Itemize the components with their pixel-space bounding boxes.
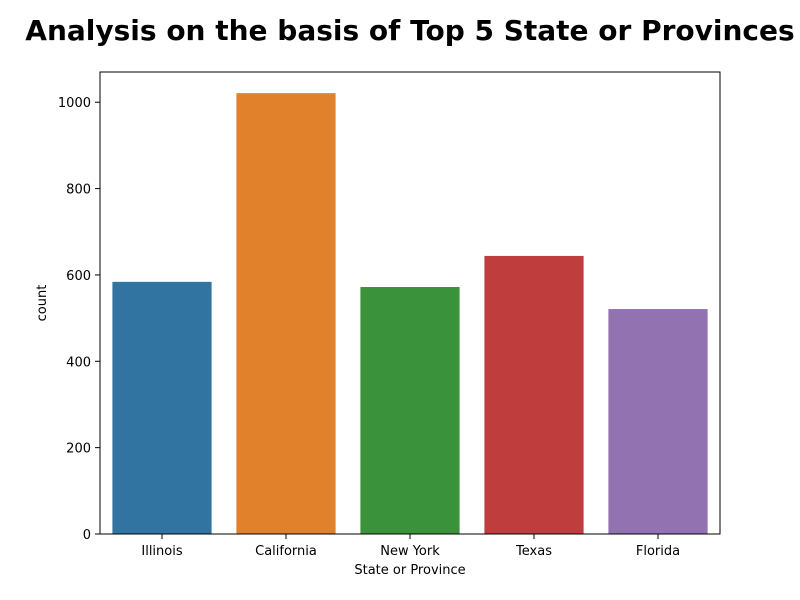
x-axis-label: State or Province — [354, 563, 465, 578]
x-tick-label: Texas — [515, 544, 552, 559]
bar-illinois — [112, 281, 212, 534]
chart-title: Analysis on the basis of Top 5 State or … — [25, 14, 795, 47]
bar-california — [236, 93, 336, 534]
x-axis: Illinois California New York Texas Florida — [141, 534, 680, 559]
y-axis-label: count — [35, 285, 50, 322]
x-tick-label: Florida — [636, 544, 680, 559]
bar-new-york — [360, 287, 460, 534]
bars-group — [112, 93, 708, 534]
y-tick-label: 600 — [66, 269, 91, 284]
y-tick-label: 400 — [66, 355, 91, 370]
y-tick-label: 800 — [66, 183, 91, 198]
x-tick-label: Illinois — [141, 544, 182, 559]
y-tick-label: 1000 — [58, 96, 91, 111]
bar-florida — [608, 309, 708, 534]
y-tick-label: 0 — [83, 528, 91, 543]
y-axis: 0 200 400 600 800 1000 — [58, 96, 100, 543]
bar-texas — [484, 255, 584, 534]
x-tick-label: California — [255, 544, 317, 559]
y-tick-label: 200 — [66, 442, 91, 457]
x-tick-label: New York — [380, 544, 440, 559]
